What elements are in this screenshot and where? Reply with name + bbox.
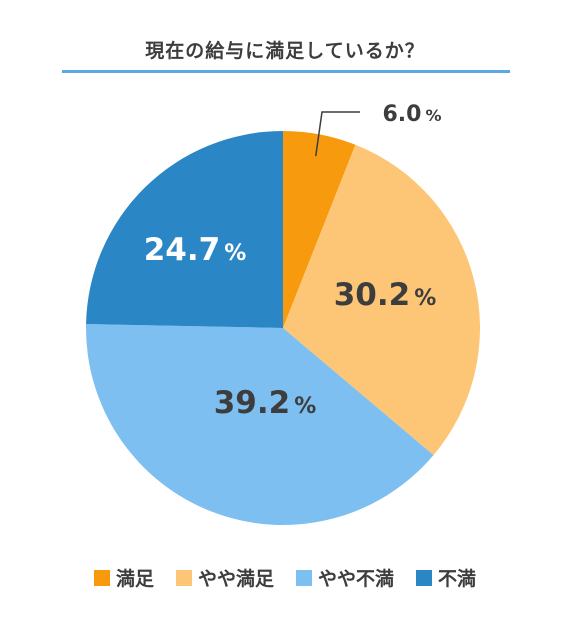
chart-title: 現在の給与に満足しているか？ xyxy=(145,40,425,62)
data-label-2: 30.2% xyxy=(334,277,437,313)
legend-swatch xyxy=(175,569,192,586)
pie-slice-3 xyxy=(86,323,434,525)
legend-label: 不満 xyxy=(438,568,477,590)
legend-item-3: やや不満 xyxy=(296,564,394,591)
data-label-4: 24.7% xyxy=(144,232,247,268)
legend-item-1: 満足 xyxy=(93,564,154,591)
legend-label: やや満足 xyxy=(197,568,274,590)
leader-line xyxy=(315,111,360,157)
legend-swatch xyxy=(296,569,312,586)
pie-slice-2 xyxy=(283,144,480,456)
legend-swatch xyxy=(416,569,433,586)
legend-label: 満足 xyxy=(115,568,154,590)
legend-item-2: やや満足 xyxy=(175,564,274,591)
pie-slice-1 xyxy=(283,131,356,328)
legend-swatch xyxy=(93,569,110,586)
data-label-3: 39.2% xyxy=(214,385,317,421)
pie-slice-4 xyxy=(86,131,284,328)
title-underline xyxy=(62,70,510,73)
data-label-1: 6.0% xyxy=(382,102,441,127)
legend: 満足 やや満足 やや不満 不満 xyxy=(0,564,570,591)
legend-label: やや不満 xyxy=(318,568,395,590)
legend-item-4: 不満 xyxy=(416,564,476,591)
